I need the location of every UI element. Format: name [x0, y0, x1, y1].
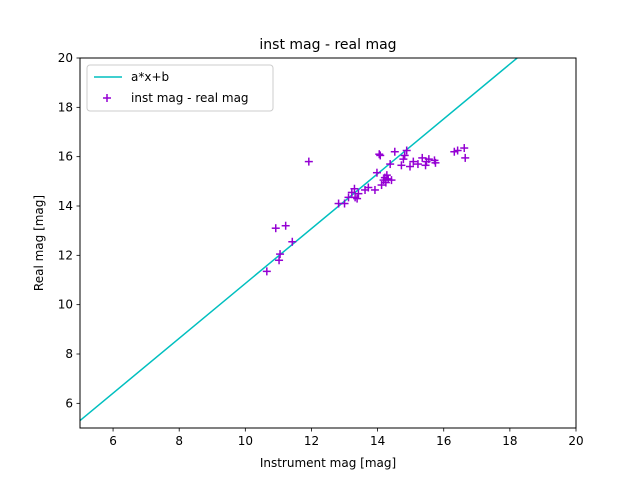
data-point	[402, 146, 411, 155]
data-point	[364, 183, 373, 192]
legend-box	[86, 64, 274, 112]
data-point	[453, 146, 462, 155]
fit-line	[80, 58, 518, 422]
y-tick-label: 18	[58, 100, 73, 114]
y-tick-label: 14	[58, 199, 73, 213]
data-point	[370, 185, 379, 194]
y-axis: 6 8 10 12 14 16 18 20	[58, 51, 80, 410]
data-point	[275, 256, 284, 265]
data-point	[400, 151, 409, 160]
data-point	[409, 157, 418, 166]
legend-label-line: a*x+b	[131, 70, 169, 84]
data-point	[413, 160, 422, 169]
legend: a*x+b inst mag - real mag	[86, 64, 274, 112]
data-point	[340, 199, 349, 208]
data-point	[418, 153, 427, 162]
x-tick-label: 12	[304, 434, 319, 448]
y-axis-label: Real mag [mag]	[32, 195, 46, 291]
data-point	[390, 147, 399, 156]
data-point	[372, 168, 381, 177]
y-tick-label: 6	[65, 396, 73, 410]
data-point	[382, 171, 391, 180]
data-point	[375, 150, 384, 159]
data-point	[399, 155, 408, 164]
x-tick-label: 8	[175, 434, 183, 448]
data-point	[387, 176, 396, 185]
data-point	[271, 224, 280, 233]
data-point	[262, 267, 271, 276]
x-tick-label: 10	[238, 434, 253, 448]
y-tick-label: 16	[58, 150, 73, 164]
x-axis-label: Instrument mag [mag]	[260, 456, 396, 470]
data-point	[304, 157, 313, 166]
y-tick-label: 8	[65, 347, 73, 361]
x-tick-label: 18	[502, 434, 517, 448]
data-point	[354, 189, 363, 198]
data-point	[281, 221, 290, 230]
x-tick-label: 20	[568, 434, 583, 448]
plot-area	[80, 58, 518, 422]
data-point	[350, 184, 359, 193]
y-tick-label: 20	[58, 51, 73, 65]
data-point	[288, 237, 297, 246]
data-point	[386, 160, 395, 169]
x-tick-label: 6	[109, 434, 117, 448]
data-point	[421, 161, 430, 170]
x-axis: 6 8 10 12 14 16 18 20	[109, 428, 584, 448]
y-tick-label: 12	[58, 248, 73, 262]
y-tick-label: 10	[58, 298, 73, 312]
data-point	[460, 144, 469, 153]
data-point	[276, 250, 285, 259]
legend-marker-swatch	[103, 94, 111, 102]
data-point	[377, 181, 386, 190]
data-point	[353, 194, 362, 203]
x-tick-label: 14	[370, 434, 385, 448]
data-point	[406, 162, 415, 171]
axes-frame	[79, 57, 577, 429]
x-tick-label: 16	[436, 434, 451, 448]
data-point	[424, 155, 433, 164]
data-point	[376, 151, 385, 160]
data-point	[397, 161, 406, 170]
data-point	[461, 153, 470, 162]
data-point	[431, 158, 440, 167]
legend-label-scatter: inst mag - real mag	[131, 91, 249, 105]
chart-title: inst mag - real mag	[259, 37, 396, 53]
